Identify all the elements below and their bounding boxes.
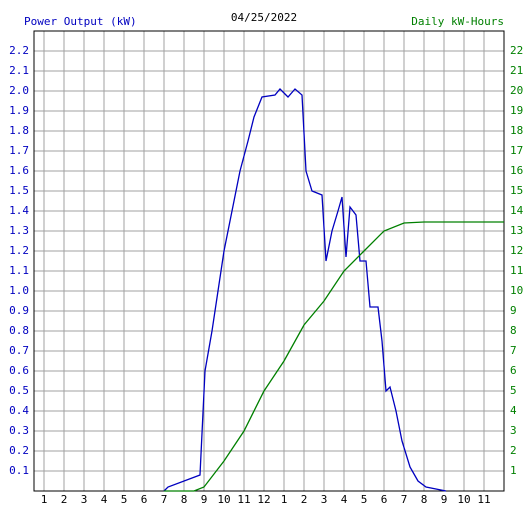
x-tick-label: 2 [301,493,308,506]
plot-border [33,30,505,492]
y-tick-label: 0.7 [9,344,29,357]
y2-tick-label: 19 [510,104,523,117]
y-tick-label: 2.2 [9,44,29,57]
y2-tick-label: 18 [510,124,523,137]
y2-tick-label: 10 [510,284,523,297]
y-tick-label: 0.1 [9,464,29,477]
y2-tick-label: 14 [510,204,524,217]
y-tick-label: 0.5 [9,384,29,397]
y-tick-label: 1.3 [9,224,29,237]
x-tick-label: 1 [281,493,288,506]
y2-tick-label: 12 [510,244,523,257]
x-tick-label: 1 [41,493,48,506]
y2-tick-label: 17 [510,144,523,157]
x-tick-label: 10 [457,493,470,506]
x-tick-label: 9 [201,493,208,506]
y-tick-label: 0.6 [9,364,29,377]
y-tick-label: 1.6 [9,164,29,177]
x-tick-label: 8 [181,493,188,506]
x-tick-label: 8 [421,493,428,506]
x-tick-label: 10 [217,493,230,506]
y2-tick-label: 15 [510,184,523,197]
y2-axis-label: Daily kW-Hours [411,15,504,28]
y-tick-label: 2.0 [9,84,29,97]
y2-tick-label: 21 [510,64,523,77]
y2-tick-label: 4 [510,404,517,417]
y-tick-label: 0.2 [9,444,29,457]
series-line [163,88,447,492]
y2-tick-label: 9 [510,304,517,317]
y2-tick-label: 16 [510,164,523,177]
chart-title: 04/25/2022 [231,11,297,24]
y2-tick-label: 1 [510,464,517,477]
x-tick-label: 4 [341,493,348,506]
y2-tick-label: 8 [510,324,517,337]
y2-tick-label: 22 [510,44,523,57]
y-tick-label: 0.4 [9,404,29,417]
x-tick-label: 5 [361,493,368,506]
y-tick-label: 0.8 [9,324,29,337]
y-tick-label: 0.3 [9,424,29,437]
x-tick-label: 6 [141,493,148,506]
y2-tick-label: 5 [510,384,517,397]
x-tick-label: 11 [477,493,490,506]
y-axis-label: Power Output (kW) [24,15,137,28]
x-tick-label: 6 [381,493,388,506]
y-tick-label: 1.5 [9,184,29,197]
y2-tick-label: 7 [510,344,517,357]
y2-tick-label: 13 [510,224,523,237]
y-tick-label: 1.9 [9,104,29,117]
y-tick-label: 0.9 [9,304,29,317]
y2-tick-label: 6 [510,364,517,377]
y-tick-label: 1.1 [9,264,29,277]
x-tick-label: 5 [121,493,128,506]
x-tick-label: 7 [161,493,168,506]
y2-tick-label: 2 [510,444,517,457]
y-tick-label: 1.4 [9,204,29,217]
y2-tick-label: 11 [510,264,523,277]
y-tick-label: 1.2 [9,244,29,257]
y-tick-label: 1.8 [9,124,29,137]
series-line [164,221,504,492]
y-tick-label: 1.0 [9,284,29,297]
y-tick-label: 1.7 [9,144,29,157]
y2-tick-label: 20 [510,84,523,97]
x-tick-label: 7 [401,493,408,506]
x-tick-label: 12 [257,493,270,506]
x-tick-label: 3 [321,493,328,506]
y2-tick-label: 3 [510,424,517,437]
x-tick-label: 11 [237,493,250,506]
x-tick-label: 2 [61,493,68,506]
x-tick-label: 9 [441,493,448,506]
y-tick-label: 2.1 [9,64,29,77]
x-tick-label: 3 [81,493,88,506]
x-tick-label: 4 [101,493,108,506]
